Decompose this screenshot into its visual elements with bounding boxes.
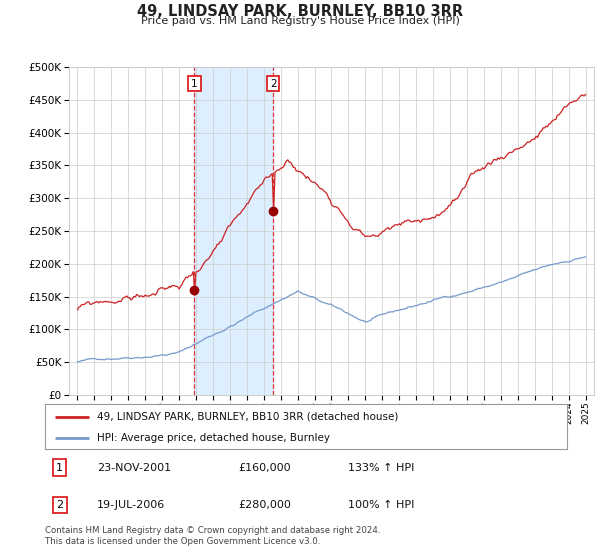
Text: 133% ↑ HPI: 133% ↑ HPI: [348, 463, 414, 473]
Text: HPI: Average price, detached house, Burnley: HPI: Average price, detached house, Burn…: [97, 433, 330, 443]
Text: 1: 1: [56, 463, 63, 473]
Text: 2: 2: [270, 78, 277, 88]
Text: £160,000: £160,000: [238, 463, 291, 473]
Text: £280,000: £280,000: [238, 500, 291, 510]
Text: 49, LINDSAY PARK, BURNLEY, BB10 3RR (detached house): 49, LINDSAY PARK, BURNLEY, BB10 3RR (det…: [97, 412, 398, 422]
Bar: [194, 67, 273, 395]
Text: 100% ↑ HPI: 100% ↑ HPI: [348, 500, 414, 510]
Text: 49, LINDSAY PARK, BURNLEY, BB10 3RR: 49, LINDSAY PARK, BURNLEY, BB10 3RR: [137, 4, 463, 19]
Text: Price paid vs. HM Land Registry's House Price Index (HPI): Price paid vs. HM Land Registry's House …: [140, 16, 460, 26]
Text: 1: 1: [191, 78, 197, 88]
Text: 19-JUL-2006: 19-JUL-2006: [97, 500, 166, 510]
Text: Contains HM Land Registry data © Crown copyright and database right 2024.
This d: Contains HM Land Registry data © Crown c…: [45, 526, 380, 546]
Text: 23-NOV-2001: 23-NOV-2001: [97, 463, 172, 473]
Text: 2: 2: [56, 500, 63, 510]
